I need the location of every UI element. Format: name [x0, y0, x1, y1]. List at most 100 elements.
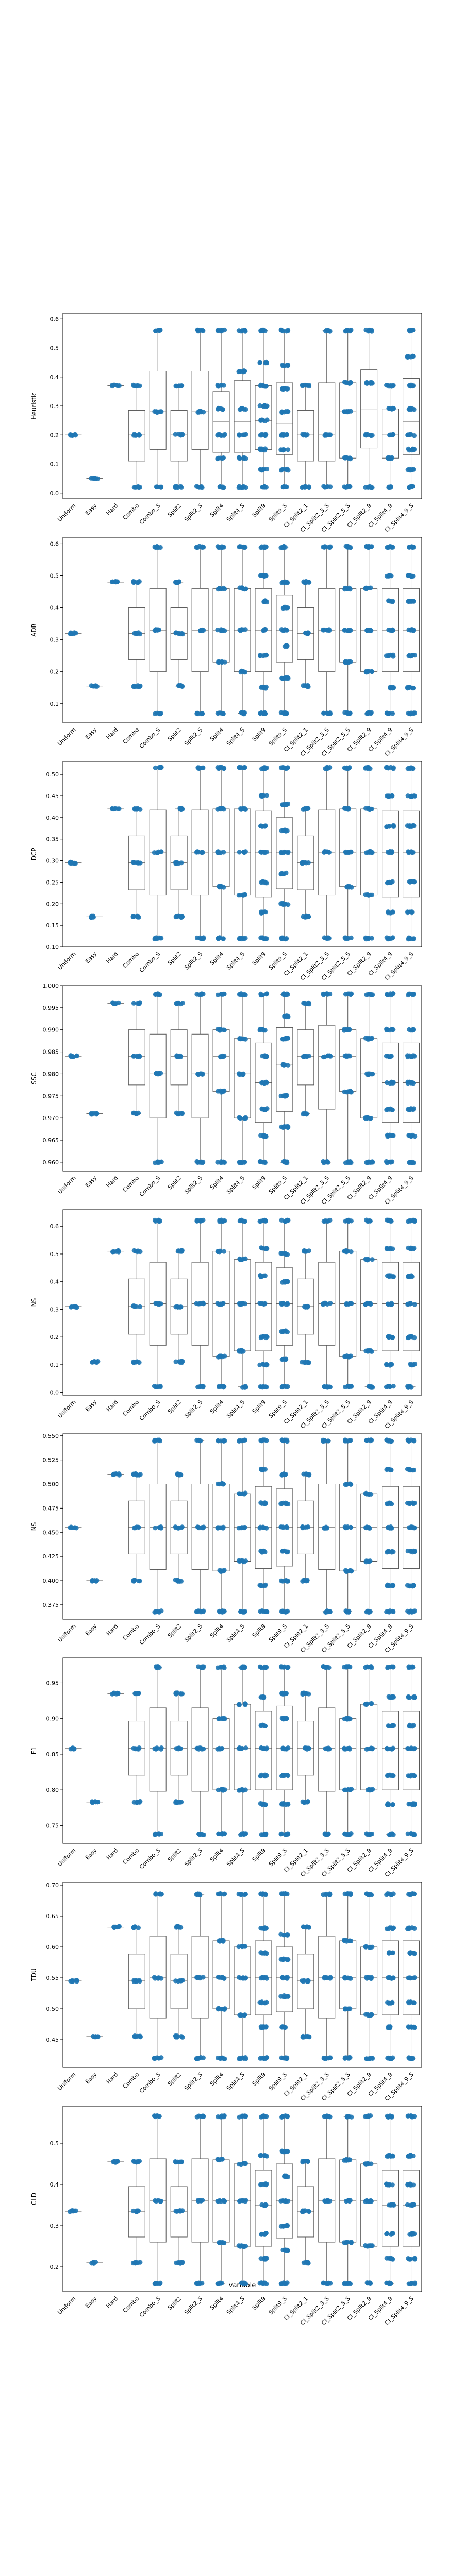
data-point	[321, 2055, 326, 2061]
data-point	[131, 1471, 137, 1477]
data-point	[302, 1000, 307, 1006]
data-point	[364, 1747, 369, 1752]
data-point	[280, 1690, 285, 1696]
data-point	[137, 433, 142, 438]
y-tick-label: 0.965	[43, 1137, 59, 1144]
chart-panel-1: 0.0 0.1 0.2 0.3 0.4 0.5 0.6 Heuristic Uniform Eas…	[30, 313, 422, 534]
y-tick-label: 0.10	[46, 944, 59, 951]
data-point	[322, 1975, 327, 1980]
data-point	[410, 2024, 415, 2030]
data-point	[262, 1549, 268, 1555]
data-point	[321, 627, 326, 633]
x-tick-label: Uniform	[56, 1847, 77, 1868]
data-point	[259, 1832, 264, 1837]
data-point	[173, 861, 179, 866]
x-tick-label: Split2_S	[183, 2071, 204, 2092]
data-point	[157, 1665, 162, 1670]
data-point	[174, 914, 179, 919]
data-point	[369, 1492, 374, 1497]
data-point	[386, 653, 391, 658]
data-point	[412, 1218, 417, 1223]
x-tick-label: Split2_S	[183, 1847, 204, 1868]
data-point	[345, 1716, 351, 1721]
data-point	[196, 328, 202, 333]
data-point	[258, 1891, 263, 1896]
data-point	[198, 1071, 204, 1076]
data-point	[388, 685, 393, 690]
x-tick-label: Split4_S	[225, 1847, 246, 1868]
data-point	[113, 579, 119, 585]
data-point	[243, 456, 248, 461]
data-point	[349, 1524, 354, 1530]
data-point	[347, 484, 353, 489]
data-point	[364, 1437, 369, 1443]
data-point	[366, 2056, 371, 2061]
data-point	[408, 545, 413, 550]
data-point	[195, 2198, 201, 2203]
data-point	[305, 1524, 310, 1530]
data-point	[389, 406, 394, 412]
data-point	[343, 660, 348, 665]
data-point	[390, 1107, 395, 1112]
data-point	[215, 765, 220, 770]
data-point	[71, 1746, 76, 1752]
data-point	[155, 1159, 161, 1164]
data-point	[280, 1957, 286, 1962]
data-point	[138, 1799, 143, 1804]
data-point	[94, 1578, 100, 1583]
data-point	[364, 850, 369, 855]
y-tick-label: 0.50	[46, 2006, 59, 2012]
box	[403, 810, 420, 898]
data-point	[175, 580, 180, 585]
data-point	[218, 884, 224, 889]
data-point	[92, 476, 97, 481]
data-point	[303, 484, 308, 489]
data-point	[153, 328, 158, 333]
x-tick-label: Combo	[122, 502, 141, 521]
data-point	[263, 910, 268, 915]
box	[339, 1029, 357, 1092]
data-point	[284, 1278, 290, 1284]
data-point	[388, 484, 393, 489]
data-point	[135, 2159, 140, 2164]
data-point	[194, 710, 200, 716]
data-point	[367, 1036, 373, 1041]
data-point	[346, 850, 352, 855]
box	[360, 1946, 378, 2015]
data-point	[364, 1664, 370, 1669]
data-point	[390, 1608, 395, 1614]
x-tick-label: Split9_S	[268, 502, 288, 523]
data-point	[282, 1747, 287, 1752]
data-point	[216, 1089, 221, 1094]
data-point	[221, 936, 226, 941]
data-point	[368, 1301, 373, 1307]
data-point	[157, 1437, 162, 1443]
data-point	[157, 328, 162, 333]
data-point	[343, 1438, 348, 1444]
y-tick-label: 0.35	[46, 836, 59, 843]
data-point	[218, 484, 223, 489]
y-tick-label: 0.45	[46, 793, 59, 800]
x-tick-label: Uniform	[56, 1623, 77, 1643]
data-point	[285, 801, 291, 806]
data-point	[304, 914, 309, 920]
data-point	[241, 1558, 246, 1564]
data-point	[284, 1691, 289, 1696]
data-point	[259, 1772, 264, 1777]
data-point	[239, 1787, 244, 1792]
data-point	[261, 711, 266, 717]
data-point	[136, 2260, 141, 2265]
data-point	[284, 1550, 289, 1555]
box	[339, 382, 357, 459]
data-point	[279, 410, 285, 415]
data-point	[280, 1384, 285, 1389]
data-point	[343, 1160, 349, 1165]
data-point	[237, 585, 242, 590]
y-tick-label: 0.6	[50, 540, 59, 547]
data-point	[217, 710, 222, 716]
data-point	[408, 1723, 414, 1728]
data-point	[239, 406, 244, 411]
data-point	[368, 1558, 373, 1564]
data-point	[391, 1080, 396, 1085]
